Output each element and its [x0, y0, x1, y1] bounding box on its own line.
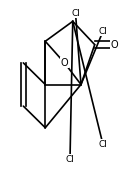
- Text: O: O: [110, 40, 118, 50]
- Text: Cl: Cl: [99, 27, 107, 36]
- Text: Cl: Cl: [99, 140, 107, 149]
- Text: O: O: [61, 58, 68, 68]
- Text: Cl: Cl: [71, 8, 80, 18]
- Text: Cl: Cl: [66, 155, 74, 164]
